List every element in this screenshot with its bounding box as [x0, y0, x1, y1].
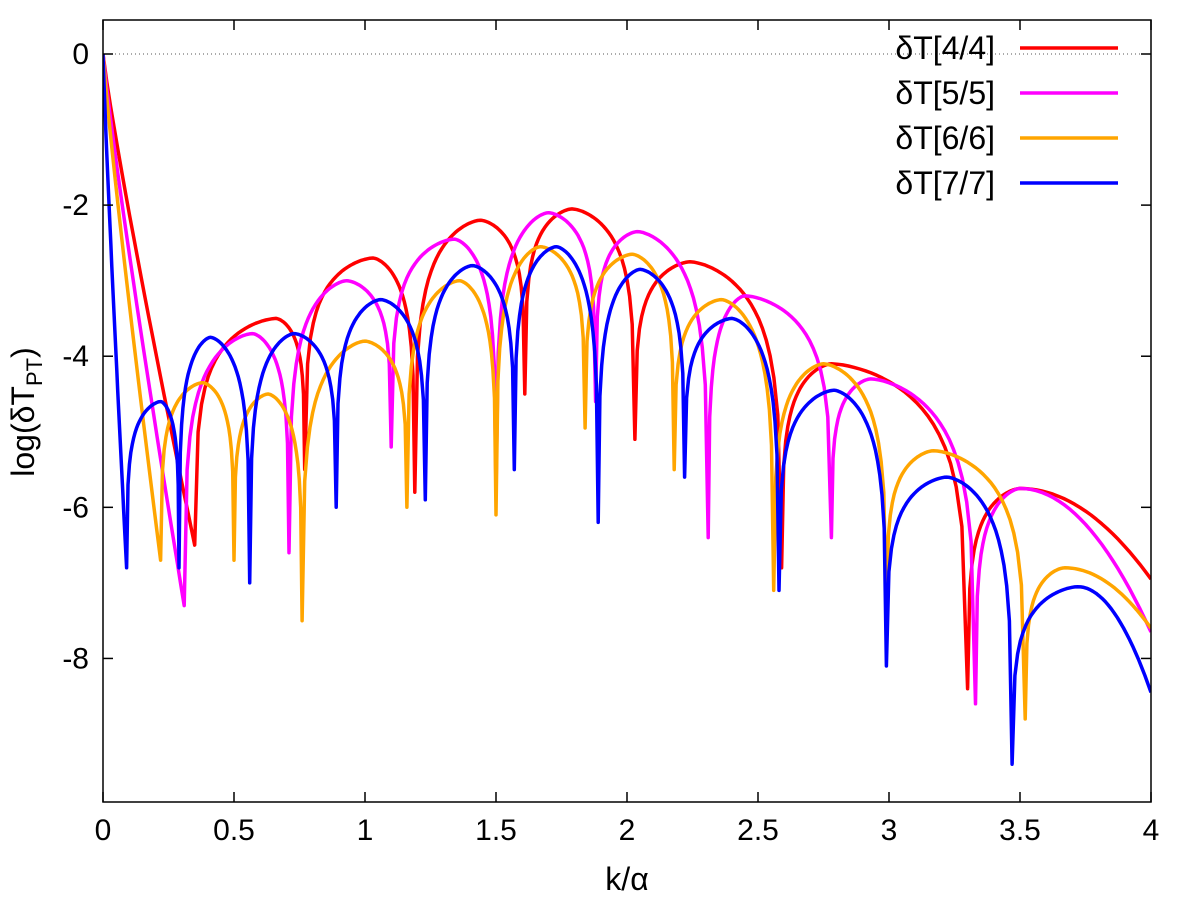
y-tick-labels: 0 -2 -4 -6 -8 [62, 38, 89, 675]
y-axis-title-main: log(δT [5, 386, 41, 477]
series-layer [103, 53, 1151, 766]
legend-label: δT[6/6] [895, 120, 995, 156]
x-tick-label: 0.5 [213, 814, 255, 847]
x-tick-labels: 0 0.5 1 1.5 2 2.5 3 3.5 4 [95, 814, 1160, 847]
x-tick-label: 3 [881, 814, 898, 847]
x-tick-label: 4 [1143, 814, 1160, 847]
ticks-layer [102, 20, 1152, 802]
x-tick-label: 0 [95, 814, 112, 847]
y-axis-title: log(δTPT) [5, 347, 47, 477]
x-tick-label: 2 [619, 814, 636, 847]
x-tick-label: 1.5 [475, 814, 517, 847]
legend: δT[4/4] δT[5/5] δT[6/6] δT[7/7] [895, 30, 1118, 201]
series-line [103, 53, 1151, 706]
x-tick-label: 2.5 [737, 814, 779, 847]
y-tick-label: -6 [62, 491, 89, 524]
series-line [103, 53, 1151, 766]
y-tick-label: 0 [72, 38, 89, 71]
y-axis-title-close: ) [5, 347, 41, 358]
series-line [103, 53, 1151, 721]
legend-label: δT[5/5] [895, 75, 995, 111]
x-tick-label: 3.5 [999, 814, 1041, 847]
legend-label: δT[4/4] [895, 30, 995, 66]
y-tick-label: -4 [62, 340, 89, 373]
legend-label: δT[7/7] [895, 165, 995, 201]
x-tick-label: 1 [357, 814, 374, 847]
y-tick-label: -8 [62, 642, 89, 675]
x-axis-title: k/α [605, 861, 648, 897]
y-tick-label: -2 [62, 189, 89, 222]
y-axis-title-subscript: PT [22, 358, 47, 386]
